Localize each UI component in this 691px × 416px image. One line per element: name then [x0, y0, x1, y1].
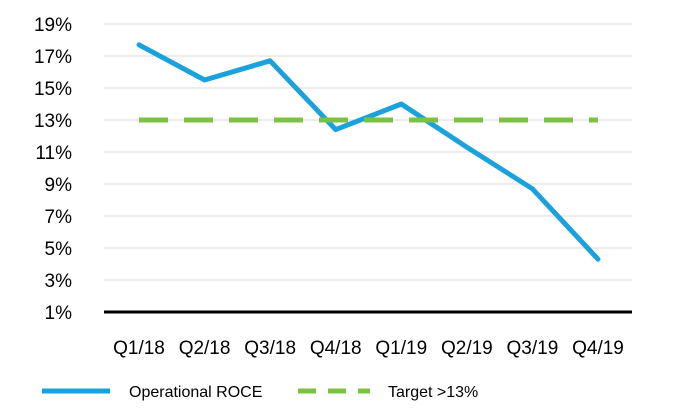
y-tick-label: 17%: [34, 47, 72, 68]
y-tick-label: 19%: [34, 15, 72, 36]
series-lines: [136, 42, 601, 262]
y-tick-label: 13%: [34, 111, 72, 132]
y-tick-label: 9%: [45, 175, 73, 196]
legend-label: Target >13%: [388, 384, 478, 401]
y-axis-tick-labels: 1% 3% 5% 7% 9% 11% 13% 15% 17% 19%: [34, 15, 72, 324]
legend-label: Operational ROCE: [129, 384, 262, 401]
series-line-roce: [136, 42, 601, 262]
x-tick-label: Q2/19: [441, 338, 493, 359]
x-tick-label: Q4/19: [572, 338, 624, 359]
x-tick-label: Q2/18: [179, 338, 231, 359]
x-axis-tick-labels: Q1/18 Q2/18 Q3/18 Q4/18 Q1/19 Q2/19 Q3/19 Q4/19: [113, 338, 624, 359]
y-tick-label: 3%: [45, 271, 73, 292]
legend: Operational ROCE Target >13%: [42, 384, 478, 401]
x-tick-label: Q3/19: [507, 338, 559, 359]
y-tick-label: 15%: [34, 79, 72, 100]
y-tick-label: 11%: [35, 143, 72, 164]
x-tick-label: Q4/18: [310, 338, 362, 359]
x-tick-label: Q1/18: [113, 338, 165, 359]
y-tick-label: 7%: [45, 207, 73, 228]
y-tick-label: 5%: [45, 239, 73, 260]
x-tick-label: Q3/18: [244, 338, 296, 359]
gridlines: [104, 23, 632, 281]
x-tick-label: Q1/19: [375, 338, 427, 359]
y-tick-label: 1%: [45, 303, 73, 324]
